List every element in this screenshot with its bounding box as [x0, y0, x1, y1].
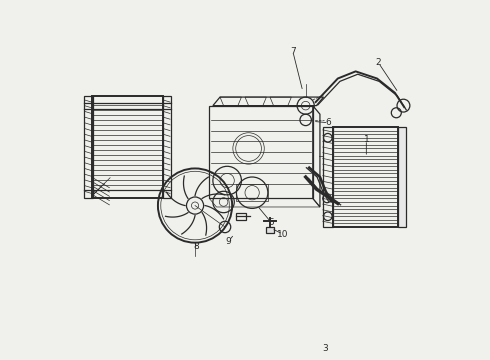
Text: 5: 5	[269, 218, 274, 227]
Text: 3: 3	[323, 344, 328, 353]
Text: 7: 7	[290, 47, 295, 56]
Bar	[266, 227, 274, 233]
Bar	[237, 184, 268, 201]
Bar	[236, 213, 245, 220]
Text: 8: 8	[193, 242, 198, 251]
Text: 9: 9	[226, 237, 231, 246]
Text: 6: 6	[326, 118, 331, 127]
Bar	[323, 127, 333, 227]
Bar	[398, 127, 406, 227]
Text: 1: 1	[364, 135, 369, 144]
Bar	[333, 127, 398, 227]
Bar	[84, 96, 93, 198]
Text: 10: 10	[277, 230, 289, 239]
Bar	[163, 96, 172, 198]
Bar	[92, 96, 163, 198]
Text: 2: 2	[376, 58, 381, 67]
